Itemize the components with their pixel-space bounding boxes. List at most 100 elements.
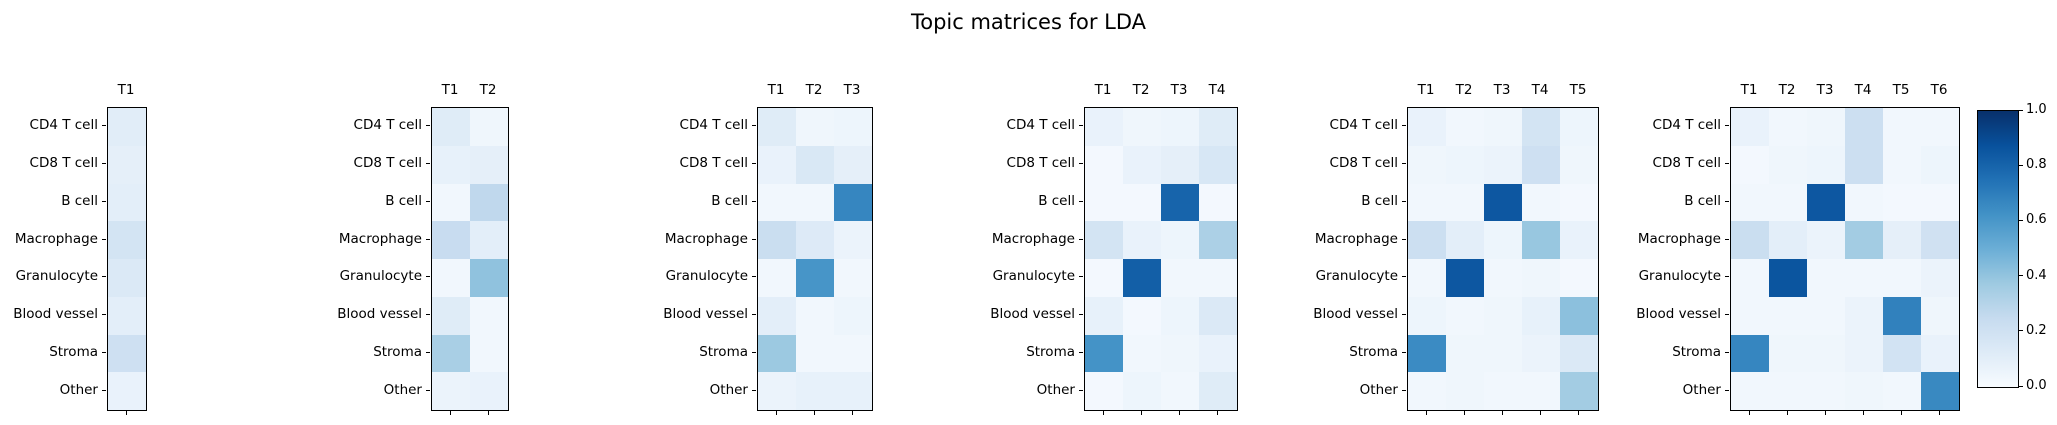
heatmap-cell xyxy=(1807,259,1845,297)
y-tick xyxy=(1079,125,1083,127)
y-tick xyxy=(1079,238,1083,240)
column-header: T1 xyxy=(1740,82,1758,98)
heatmap-cell xyxy=(1408,372,1446,410)
heatmap-cell xyxy=(1484,108,1522,146)
y-tick xyxy=(102,200,106,202)
heatmap-cell xyxy=(1123,183,1161,222)
colorbar-tick-label: 1.0 xyxy=(2026,102,2047,117)
heatmap-cell xyxy=(834,108,872,146)
y-tick xyxy=(426,163,430,165)
y-tick xyxy=(752,163,756,165)
heatmap-cell xyxy=(758,108,796,146)
heatmap-cell xyxy=(1123,334,1161,373)
heatmap-cell xyxy=(1522,372,1560,410)
heatmap-cell xyxy=(1161,183,1199,222)
heatmap-cell xyxy=(758,372,796,410)
y-tick xyxy=(426,389,430,391)
colorbar-gradient xyxy=(1977,110,2019,388)
row-label: Blood vessel xyxy=(1313,306,1398,323)
y-tick xyxy=(1079,351,1083,353)
heatmap-cell xyxy=(1845,259,1883,297)
y-tick xyxy=(752,314,756,316)
colorbar-tick-label: 0.8 xyxy=(2026,157,2047,173)
x-tick xyxy=(1862,411,1864,415)
heatmap-cell xyxy=(758,183,796,222)
row-label: Blood vessel xyxy=(1636,306,1721,323)
heatmap-cell xyxy=(1560,334,1598,373)
heatmap-cell xyxy=(1883,108,1921,146)
heatmap-cell xyxy=(1921,372,1959,410)
heatmap-cell xyxy=(1883,372,1921,410)
x-tick xyxy=(1102,411,1104,415)
heatmap-cell xyxy=(758,259,796,297)
y-tick xyxy=(426,351,430,353)
heatmap-grid xyxy=(1407,107,1599,411)
column-header: T4 xyxy=(1208,82,1226,98)
row-label: Other xyxy=(709,381,748,398)
column-header: T6 xyxy=(1930,82,1948,98)
heatmap-grid xyxy=(1730,107,1960,411)
row-label: CD4 T cell xyxy=(1329,117,1398,134)
heatmap-cell xyxy=(1484,296,1522,335)
heatmap-cell xyxy=(108,221,146,259)
heatmap-cell xyxy=(470,145,508,184)
colorbar-tick-label: 0.4 xyxy=(2026,267,2047,283)
heatmap-cell xyxy=(1921,145,1959,184)
heatmap-cell xyxy=(432,259,470,297)
y-tick xyxy=(1725,200,1729,202)
heatmap-cell xyxy=(758,296,796,335)
heatmap-cell xyxy=(1845,108,1883,146)
x-tick xyxy=(851,411,853,415)
row-label: B cell xyxy=(1684,192,1721,209)
heatmap-cell xyxy=(108,183,146,222)
heatmap-cell xyxy=(432,108,470,146)
heatmap-cell xyxy=(1883,259,1921,297)
heatmap-cell xyxy=(1199,334,1237,373)
y-tick xyxy=(1402,125,1406,127)
row-label: Blood vessel xyxy=(990,306,1075,323)
y-tick xyxy=(426,125,430,127)
x-tick xyxy=(1539,411,1541,415)
y-tick xyxy=(426,314,430,316)
heatmap-cell xyxy=(1123,221,1161,259)
row-label: Blood vessel xyxy=(13,306,98,323)
heatmap-cell xyxy=(1484,221,1522,259)
y-tick xyxy=(1402,389,1406,391)
heatmap-cell xyxy=(1807,334,1845,373)
heatmap-cell xyxy=(108,108,146,146)
x-tick xyxy=(1900,411,1902,415)
x-tick xyxy=(1463,411,1465,415)
x-tick xyxy=(775,411,777,415)
heatmap-cell xyxy=(796,108,834,146)
heatmap-cell xyxy=(1161,108,1199,146)
colorbar-tick xyxy=(2019,164,2023,166)
column-header: T1 xyxy=(1094,82,1112,98)
heatmap-cell xyxy=(432,145,470,184)
heatmap-cell xyxy=(1560,259,1598,297)
row-label: CD8 T cell xyxy=(679,155,748,172)
heatmap-cell xyxy=(1408,221,1446,259)
heatmap-cell xyxy=(796,221,834,259)
row-label: CD8 T cell xyxy=(1329,155,1398,172)
heatmap-cell xyxy=(834,183,872,222)
y-tick xyxy=(752,238,756,240)
heatmap-cell xyxy=(1560,108,1598,146)
heatmap-cell xyxy=(470,183,508,222)
row-label: CD8 T cell xyxy=(1006,155,1075,172)
heatmap-cell xyxy=(1484,259,1522,297)
heatmap-cell xyxy=(1560,183,1598,222)
heatmap-cell xyxy=(1199,296,1237,335)
y-tick xyxy=(102,389,106,391)
column-header: T3 xyxy=(1493,82,1511,98)
colorbar-tick-label: 0.2 xyxy=(2026,322,2047,338)
colorbar-tick xyxy=(2019,385,2023,387)
heatmap-cell xyxy=(1446,221,1484,259)
heatmap-cell xyxy=(834,145,872,184)
heatmap-grid xyxy=(431,107,509,411)
heatmap-cell xyxy=(432,221,470,259)
y-tick xyxy=(426,238,430,240)
heatmap-cell xyxy=(1161,259,1199,297)
column-header: T1 xyxy=(117,82,135,98)
heatmap-cell xyxy=(1807,372,1845,410)
